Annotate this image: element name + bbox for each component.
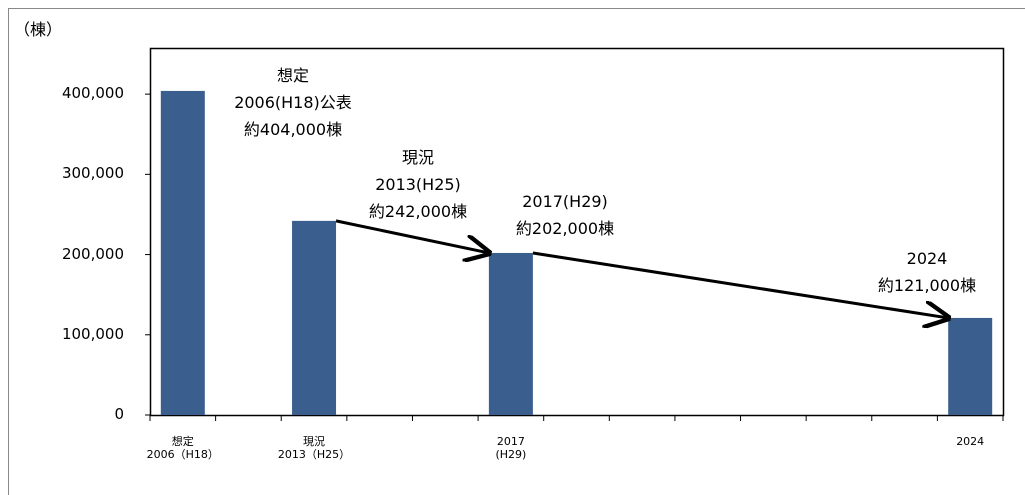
y-tick-label: 300,000 (61, 164, 124, 183)
x-tick-label: 現況 2013（H25） (277, 435, 351, 462)
x-tick-label: 想定 2006（H18） (146, 435, 219, 462)
arrow (335, 219, 489, 253)
arrow (532, 251, 948, 318)
annotation: 2024 約121,000棟 (877, 249, 977, 296)
y-tick-label: 100,000 (61, 324, 124, 343)
x-tick-label: 2017 (H29) (495, 435, 527, 462)
bar (160, 90, 205, 415)
y-tick-label: 0 (114, 405, 124, 423)
y-axis-label: （棟） (14, 20, 63, 39)
annotation: 想定 2006(H18)公表 約404,000棟 (234, 66, 352, 140)
bar (948, 317, 993, 415)
bar (292, 220, 337, 415)
x-tick-label: 2024 (956, 435, 985, 448)
y-tick-label: 200,000 (61, 244, 124, 263)
annotation: 現況 2013(H25) 約242,000棟 (368, 148, 468, 222)
annotation: 2017(H29) 約202,000棟 (515, 192, 615, 239)
outer-frame (8, 8, 1025, 495)
bar (488, 252, 533, 415)
plot-frame (149, 47, 1005, 417)
y-tick-label: 400,000 (61, 84, 124, 103)
